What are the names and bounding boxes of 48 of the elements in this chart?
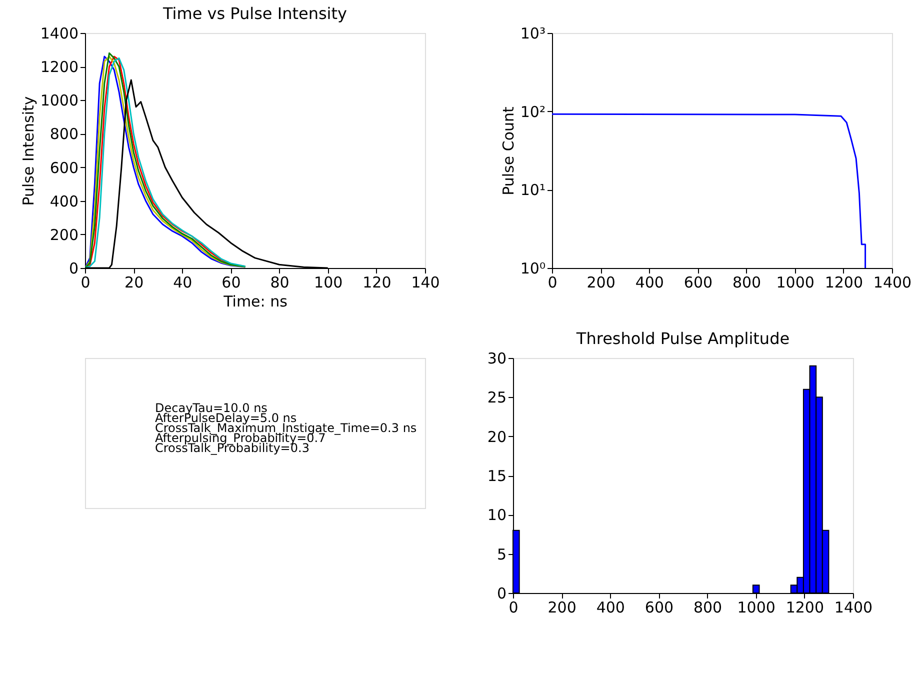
x-tick-label: 80 <box>270 274 290 292</box>
x-tick-label: 600 <box>644 598 674 616</box>
y-tick-label: 5 <box>496 545 506 564</box>
y-tick-label: 10¹ <box>520 181 546 200</box>
y-tick-label: 400 <box>50 192 78 210</box>
x-tick-label: 40 <box>173 274 192 292</box>
x-tick-label: 800 <box>732 274 762 292</box>
y-tick-label: 10³ <box>520 24 546 42</box>
y-axis-title: Pulse Intensity <box>19 96 38 206</box>
y-tick-label: 800 <box>50 125 78 144</box>
x-tick-label: 1000 <box>737 598 776 616</box>
chart-title: Time vs Pulse Intensity <box>162 4 347 23</box>
y-tick-label: 20 <box>487 428 506 446</box>
x-tick-label: 140 <box>411 274 440 292</box>
x-tick-label: 1000 <box>776 274 814 292</box>
x-tick-label: 0 <box>80 274 90 292</box>
y-tick-label: 10 <box>487 506 506 524</box>
y-tick-label: 0 <box>496 584 506 602</box>
x-tick-label: 100 <box>314 274 343 292</box>
y-axis-title: Pulse Count <box>499 106 518 196</box>
x-axis-title: Time: ns <box>222 292 288 310</box>
x-tick-label: 400 <box>635 274 664 292</box>
y-tick-label: 15 <box>487 467 506 485</box>
y-tick-label: 1200 <box>40 58 78 76</box>
x-tick-label: 0 <box>508 598 518 616</box>
x-tick-label: 200 <box>586 274 616 292</box>
y-tick-label: 0 <box>68 260 78 278</box>
y-tick-label: 1000 <box>40 92 78 110</box>
x-tick-label: 400 <box>596 598 625 616</box>
y-tick-label: 600 <box>50 158 78 177</box>
y-tick-label: 25 <box>487 388 506 407</box>
x-tick-label: 1200 <box>786 598 824 616</box>
chart-title: Threshold Pulse Amplitude <box>575 329 790 348</box>
x-tick-label: 800 <box>693 598 722 616</box>
x-tick-label: 1400 <box>834 598 873 616</box>
y-tick-label: 200 <box>50 226 78 244</box>
y-tick-label: 30 <box>487 350 506 368</box>
x-tick-label: 1200 <box>824 274 864 292</box>
y-tick-label: 1400 <box>40 24 78 42</box>
x-tick-label: 60 <box>222 274 241 292</box>
y-tick-label: 10² <box>520 102 546 121</box>
y-tick-label: 10⁰ <box>520 260 546 278</box>
x-tick-label: 1400 <box>873 274 912 292</box>
x-tick-label: 600 <box>684 274 713 292</box>
x-tick-label: 200 <box>548 598 576 616</box>
x-tick-label: 0 <box>548 274 558 292</box>
x-tick-label: 20 <box>124 274 144 292</box>
x-tick-label: 120 <box>362 274 392 292</box>
